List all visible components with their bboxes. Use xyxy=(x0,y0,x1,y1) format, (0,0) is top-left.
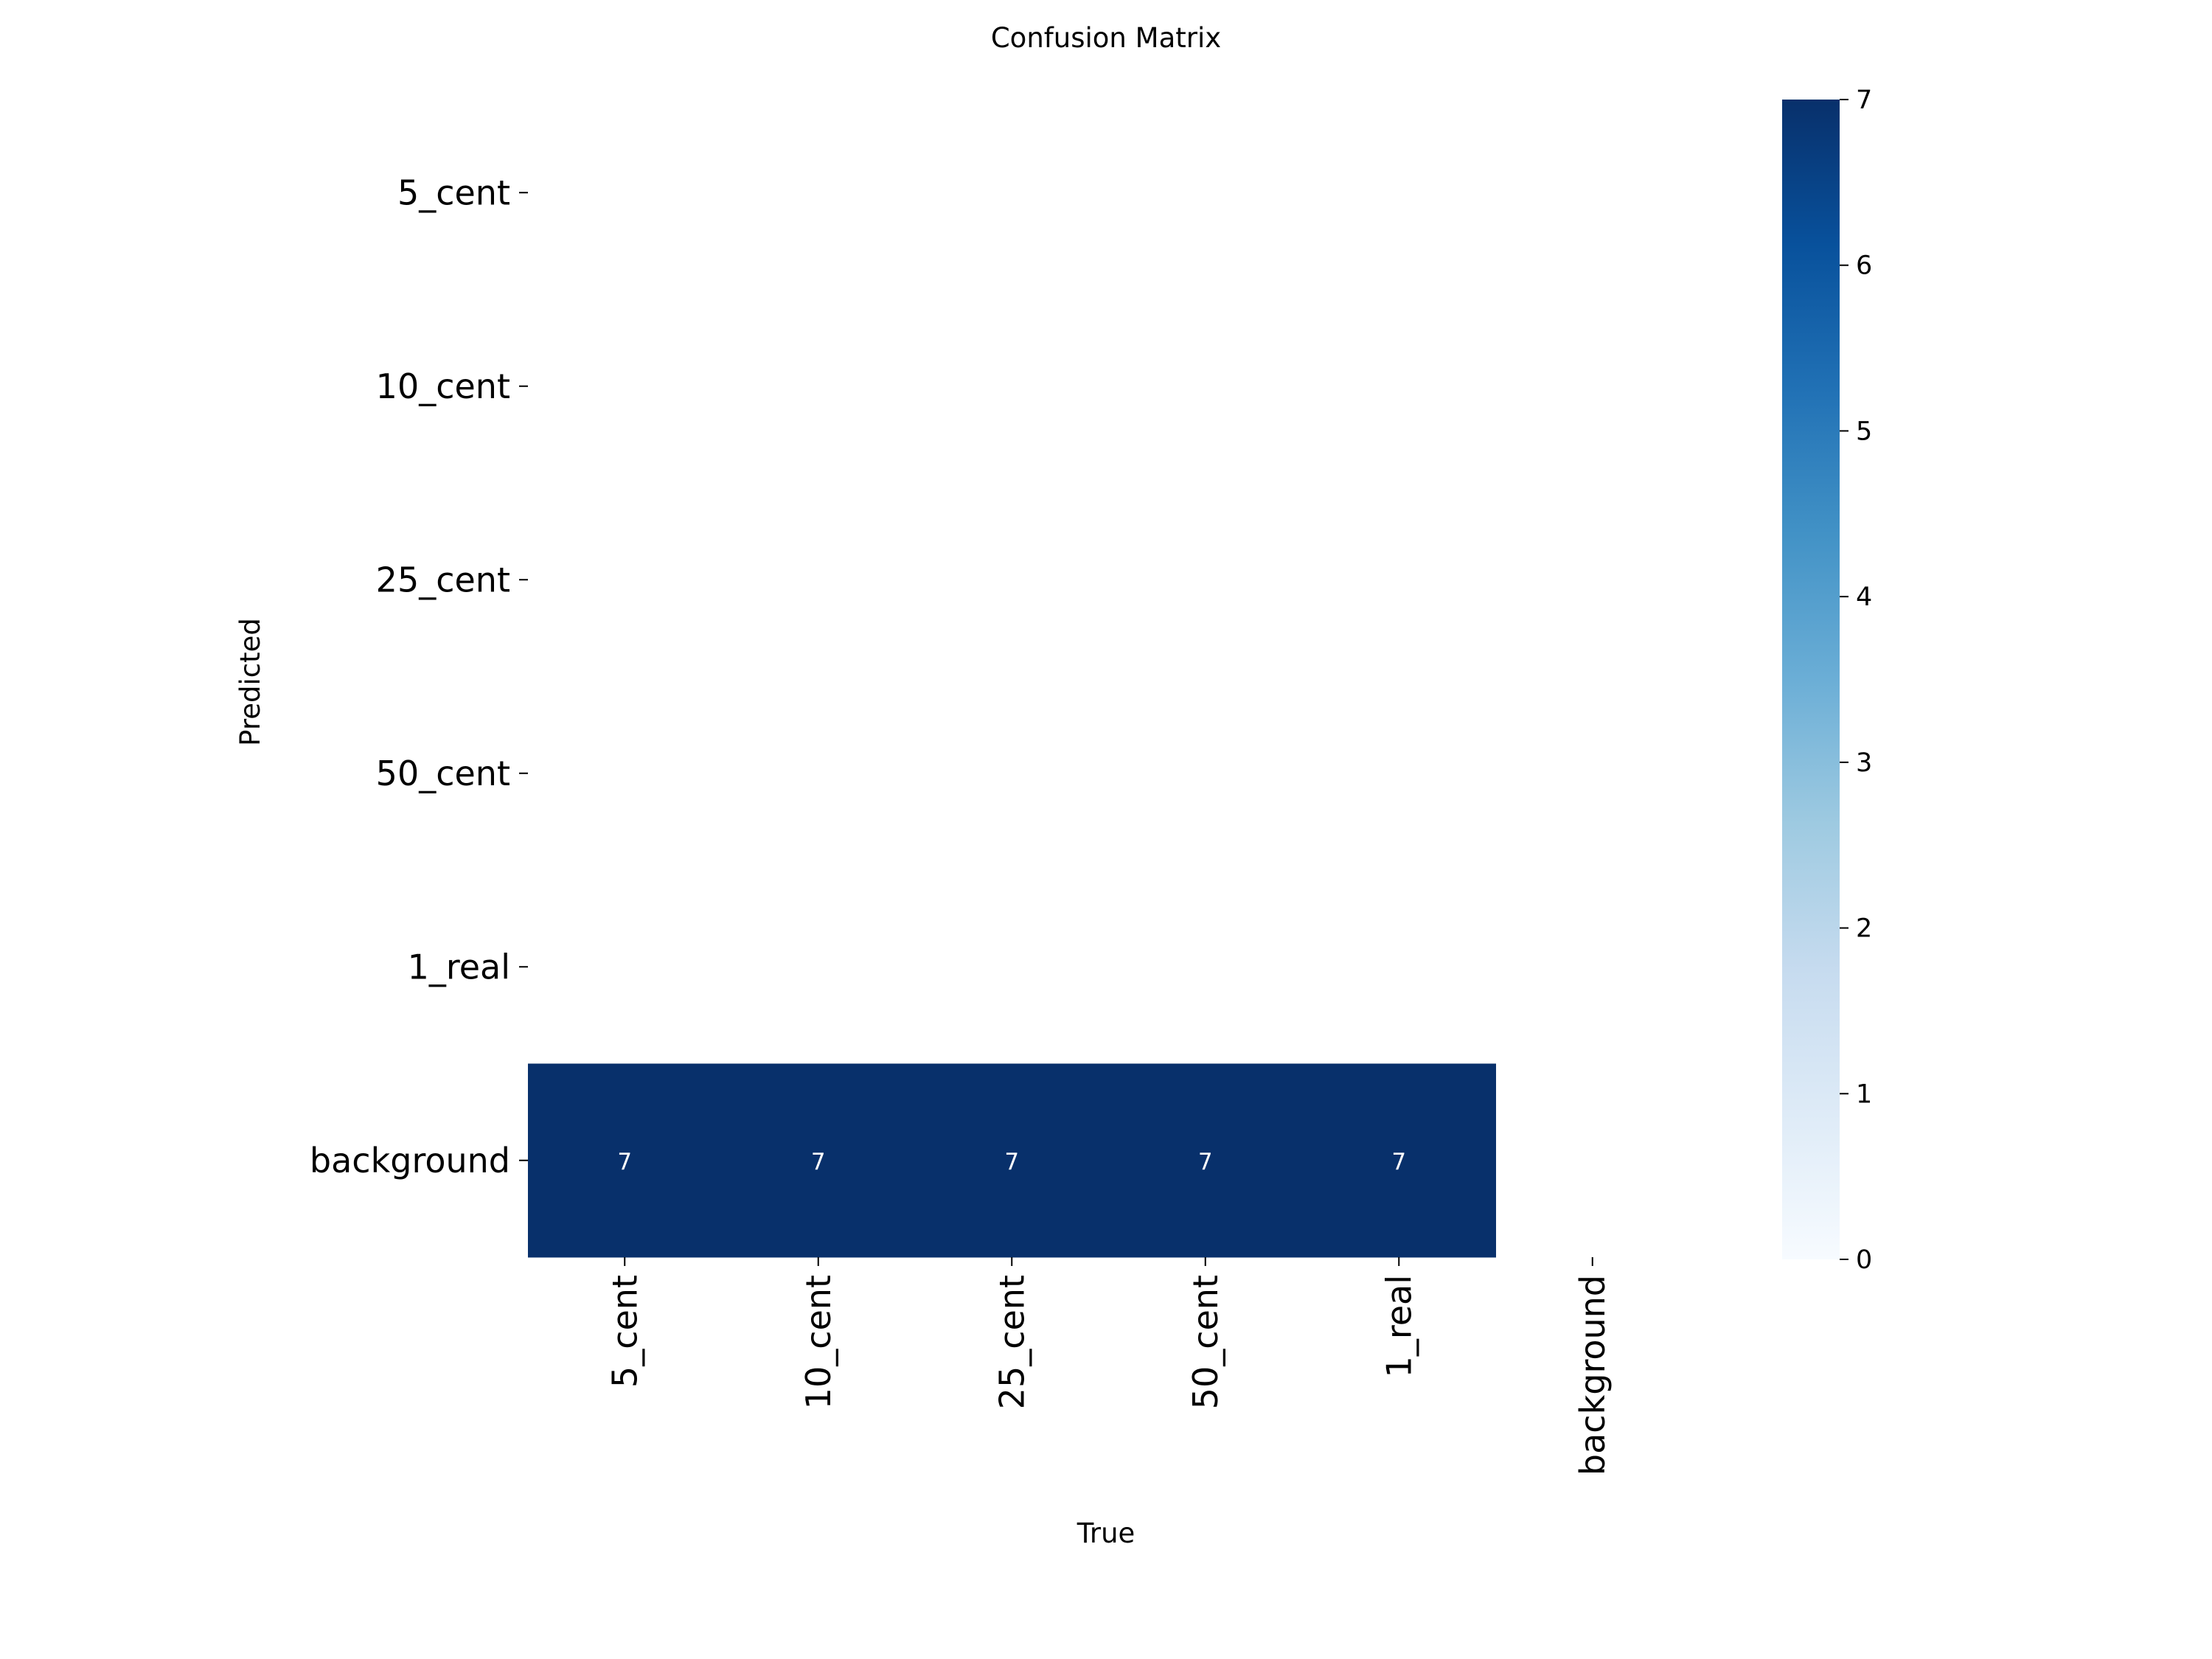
colorbar-tick-label: 3 xyxy=(1856,748,1872,778)
y-axis-ticks: 5_cent 10_cent 25_cent 50_cent 1_realbackgro… xyxy=(310,173,528,1180)
colorbar-tick-label: 4 xyxy=(1856,582,1872,612)
cell-value-label: 7 xyxy=(617,1149,632,1175)
heatmap-cells xyxy=(528,1063,1496,1258)
chart-title: Confusion Matrix xyxy=(991,22,1221,54)
y-tick-label: 50_cent xyxy=(376,754,510,793)
y-axis-label: Predicted xyxy=(234,618,266,746)
x-axis-label: True xyxy=(1077,1517,1135,1549)
y-tick-label: 1_real xyxy=(408,947,510,987)
colorbar-gradient xyxy=(1782,100,1840,1259)
heatmap-cell xyxy=(1302,1063,1496,1258)
colorbar-tick-label: 7 xyxy=(1856,86,1872,115)
colorbar-tick-label: 1 xyxy=(1856,1079,1872,1109)
y-tick-label: 10_cent xyxy=(376,366,510,406)
heatmap-cell xyxy=(1108,1063,1303,1258)
x-tick-label: 1_real xyxy=(1379,1275,1419,1377)
x-tick-label: 5_cent xyxy=(605,1275,644,1388)
cell-value-label: 7 xyxy=(1391,1149,1406,1175)
y-tick-label: 25_cent xyxy=(376,560,510,599)
cell-value-labels: 7 7 7 7 7 xyxy=(617,1149,1406,1175)
x-tick-label: background xyxy=(1573,1275,1613,1475)
x-tick-label: 10_cent xyxy=(799,1275,838,1409)
y-tick-label: background xyxy=(310,1141,510,1180)
x-tick-label: 25_cent xyxy=(992,1275,1032,1409)
heatmap-cell xyxy=(915,1063,1109,1258)
cell-value-label: 7 xyxy=(811,1149,826,1175)
colorbar-tick-label: 2 xyxy=(1856,914,1872,944)
cell-value-label: 7 xyxy=(1198,1149,1213,1175)
x-axis-ticks: 5_cent 10_cent 25_cent 50_cent 1_real backgro… xyxy=(605,1257,1613,1475)
heatmap-cell xyxy=(721,1063,916,1258)
x-tick-label: 50_cent xyxy=(1186,1275,1225,1409)
colorbar-tick-label: 0 xyxy=(1856,1245,1872,1275)
cell-value-label: 7 xyxy=(1004,1149,1019,1175)
colorbar-tick-label: 6 xyxy=(1856,251,1872,281)
heatmap-cell xyxy=(528,1063,722,1258)
colorbar-tick-label: 5 xyxy=(1856,417,1872,446)
y-tick-label: 5_cent xyxy=(397,173,510,212)
colorbar: 0 1 2 3 4 5 6 7 xyxy=(1782,86,1872,1275)
